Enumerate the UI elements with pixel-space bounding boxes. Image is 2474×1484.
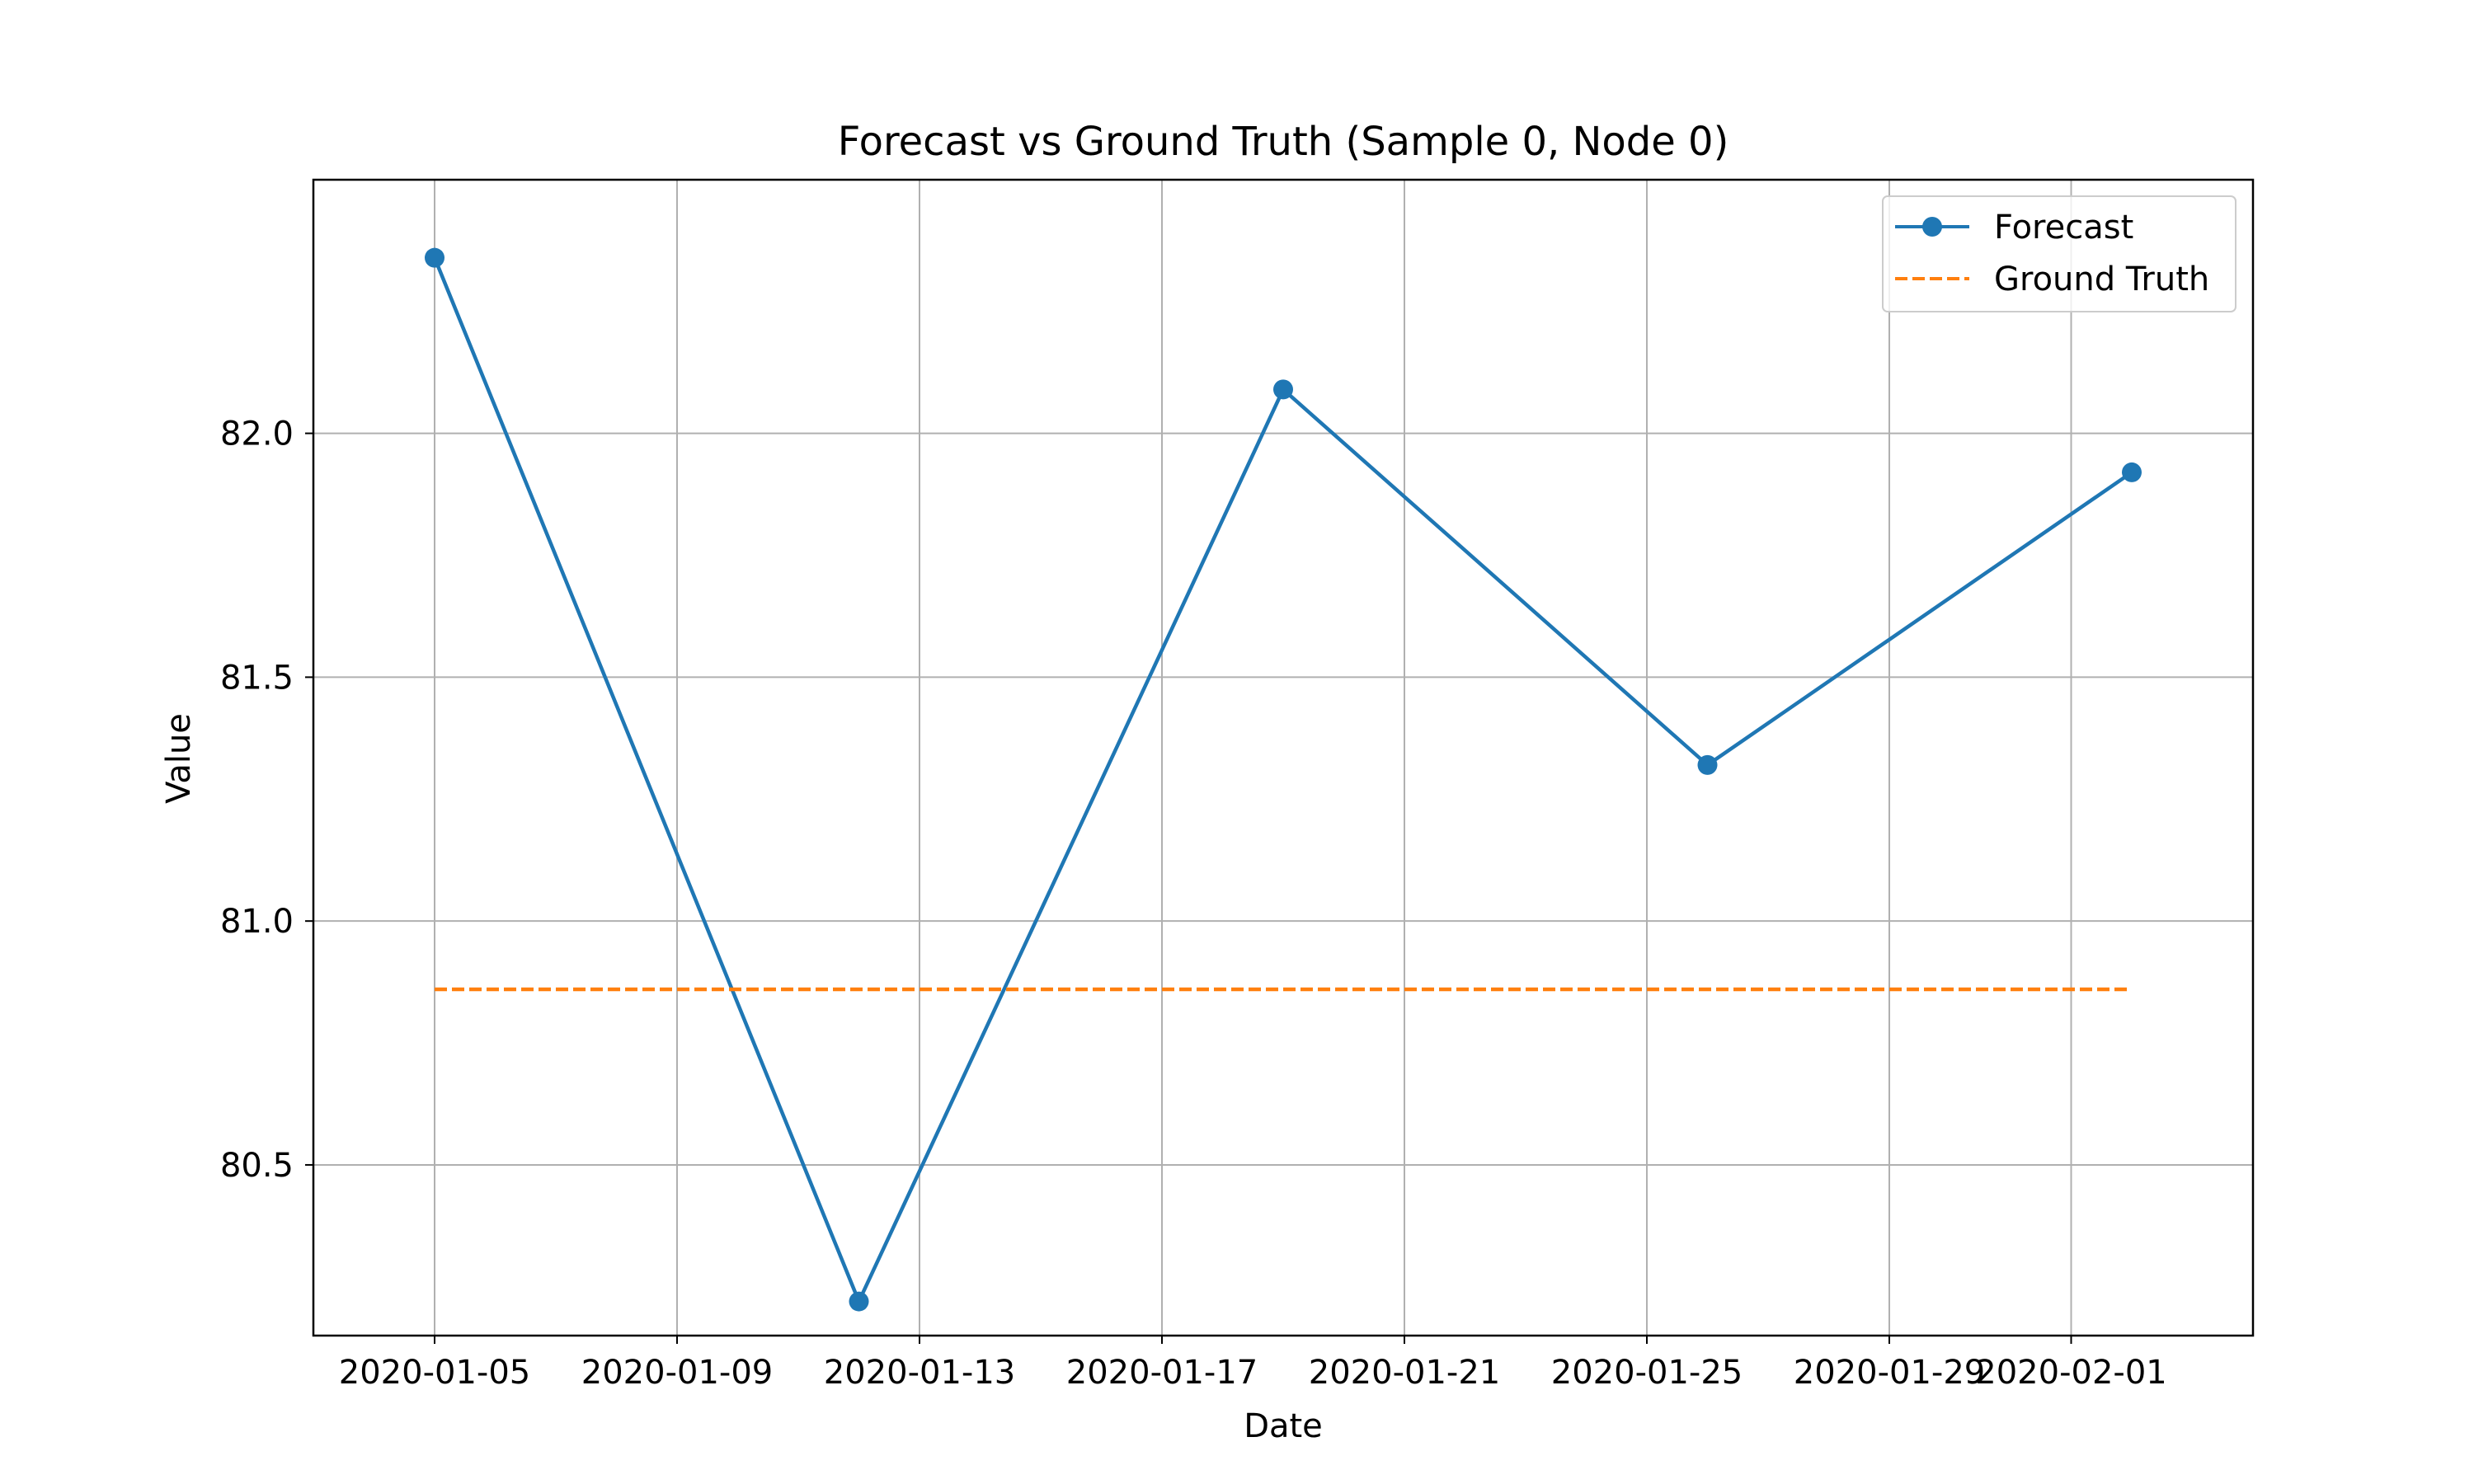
legend-label-ground-truth: Ground Truth — [1994, 261, 2209, 298]
y-tick-label: 82.0 — [220, 416, 294, 453]
chart-title: Forecast vs Ground Truth (Sample 0, Node… — [838, 119, 1729, 165]
y-tick-label: 81.0 — [220, 903, 294, 941]
legend-label-forecast: Forecast — [1994, 209, 2133, 247]
legend-forecast-marker — [1922, 217, 1942, 237]
grid — [313, 180, 2253, 1336]
x-tick-label: 2020-01-09 — [581, 1354, 773, 1392]
x-tick-label: 2020-01-25 — [1551, 1354, 1743, 1392]
x-tick-label: 2020-01-29 — [1794, 1354, 1985, 1392]
legend-box — [1882, 195, 2236, 312]
data-point-forecast — [849, 1291, 869, 1312]
legend: Forecast Ground Truth — [1882, 195, 2236, 312]
x-tick-label: 2020-01-05 — [339, 1354, 530, 1392]
x-tick-label: 2020-01-21 — [1309, 1354, 1500, 1392]
x-tick-label: 2020-01-17 — [1066, 1354, 1258, 1392]
data-point-forecast — [1697, 754, 1718, 775]
x-axis-title: Date — [1244, 1407, 1323, 1445]
y-axis: 80.5 81.0 81.5 82.0 — [220, 416, 313, 1185]
x-tick-label: 2020-02-01 — [1975, 1354, 2166, 1392]
data-point-forecast — [425, 247, 444, 268]
x-axis: 2020-01-05 2020-01-09 2020-01-13 2020-01-17… — [339, 1336, 2167, 1392]
x-tick-label: 2020-01-13 — [824, 1354, 1015, 1392]
data-point-forecast — [2122, 462, 2142, 482]
plot-frame — [312, 178, 2255, 1337]
y-tick-label: 80.5 — [220, 1147, 294, 1185]
series-layer — [425, 247, 2142, 1312]
y-axis-title: Value — [160, 713, 198, 804]
data-point-forecast — [1273, 379, 1293, 400]
y-tick-label: 81.5 — [220, 659, 294, 697]
